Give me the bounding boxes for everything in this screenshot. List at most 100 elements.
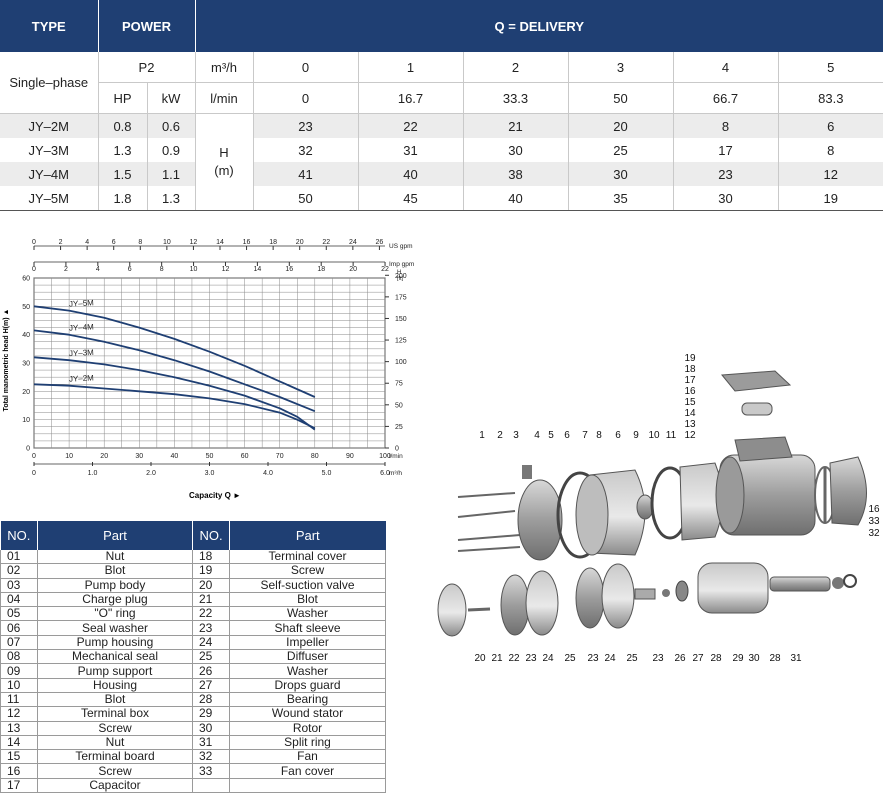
callout-label: 29 xyxy=(732,653,744,664)
bolts-group xyxy=(457,492,521,552)
part-name: Screw xyxy=(229,563,386,579)
part-name: Capacitor xyxy=(37,778,193,794)
split-ring-shape xyxy=(843,574,857,588)
head-cell: 40 xyxy=(358,162,464,186)
part-number: 30 xyxy=(192,721,230,736)
part-number: 13 xyxy=(0,721,38,736)
power-header: POWER xyxy=(98,0,196,52)
q-m3h-cell: 5 xyxy=(778,52,883,83)
part-name: Rotor xyxy=(229,721,386,736)
head-cell: 21 xyxy=(463,113,569,138)
callout-label: 6 xyxy=(615,430,621,441)
part-name: "O" ring xyxy=(37,606,193,622)
part-name: Mechanical seal xyxy=(37,649,193,665)
part-name: Wound stator xyxy=(229,706,386,722)
right-unit-label: H xyxy=(397,270,401,276)
head-cell: 22 xyxy=(358,113,464,138)
callout-label: 4 xyxy=(534,430,540,441)
head-cell: 25 xyxy=(568,138,674,162)
q-m3h-cell: 0 xyxy=(253,52,359,83)
y-tick-label: 20 xyxy=(22,389,30,396)
callout-label: 11 xyxy=(666,430,677,441)
part-number: 07 xyxy=(0,635,38,651)
part-name: Terminal cover xyxy=(229,550,386,565)
diffuser-shape xyxy=(601,563,635,629)
header-row: TYPE POWER Q = DELIVERY xyxy=(0,0,883,52)
part-number: 22 xyxy=(192,606,230,622)
callout-label: 12 xyxy=(684,430,696,441)
callout-label: 16 xyxy=(684,386,696,397)
h-unit: (m) xyxy=(214,163,234,178)
q-m3h-cell: 1 xyxy=(358,52,464,83)
fan-cover-shape xyxy=(829,456,867,526)
q-m3h-cell: 2 xyxy=(463,52,569,83)
p2-label: P2 xyxy=(98,52,196,83)
pump-body-shape xyxy=(517,479,563,561)
x-tick-label: 60 xyxy=(241,453,249,460)
callout-label: 28 xyxy=(710,653,722,664)
callout-label: 13 xyxy=(684,419,696,430)
callout-label: 23 xyxy=(652,653,664,664)
series-line xyxy=(33,356,316,431)
right-tick-label: 200 xyxy=(395,273,407,280)
callout-label: 3 xyxy=(513,430,519,441)
part-name: Pump housing xyxy=(37,635,193,651)
part-name: Bearing xyxy=(229,692,386,708)
parts-row: 16 Screw 33 Fan cover xyxy=(0,763,386,779)
head-cell: 20 xyxy=(568,113,674,138)
part-number: 28 xyxy=(192,692,230,708)
part-number: 11 xyxy=(0,692,38,708)
right-unit-label: [ft] xyxy=(397,276,404,282)
part-name: Fan cover xyxy=(229,763,386,779)
part-number: 21 xyxy=(192,592,230,608)
parts-header-row: NO. Part NO. Part xyxy=(0,521,386,550)
x-axis-label: Capacity Q ► xyxy=(189,491,241,500)
right-tick-label: 125 xyxy=(395,338,407,345)
no-header: NO. xyxy=(0,521,38,550)
part-name: Charge plug xyxy=(37,592,193,608)
impeller-shape xyxy=(500,574,530,636)
parts-row: 11 Blot 28 Bearing xyxy=(0,692,386,708)
callout-label: 19 xyxy=(684,353,696,364)
series-line xyxy=(33,383,316,430)
model-hp: 1.5 xyxy=(98,162,148,186)
bearing-shape xyxy=(832,577,844,589)
top-tick-label: 12 xyxy=(190,239,198,246)
callout-label: 17 xyxy=(684,375,696,386)
top-tick-label: 10 xyxy=(163,239,171,246)
parts-table: NO. Part NO. Part 01 Nut 18 Terminal cover 0… xyxy=(0,521,386,794)
model-name: JY–2M xyxy=(0,113,99,138)
callout-label: 20 xyxy=(474,653,486,664)
head-cell: 35 xyxy=(568,186,674,211)
part-name: Fan xyxy=(229,749,386,765)
part-name xyxy=(229,778,386,794)
series-line xyxy=(33,305,316,398)
head-cell: 50 xyxy=(253,186,359,211)
mechanical-seal-shape xyxy=(636,494,654,520)
part-name: Blot xyxy=(37,563,193,579)
top-tick-label: 16 xyxy=(285,266,293,273)
q-m3h-cell: 4 xyxy=(673,52,779,83)
series-label: JY–5M xyxy=(69,298,95,308)
model-name: JY–5M xyxy=(0,186,99,211)
head-cell: 30 xyxy=(673,186,779,211)
part-number: 05 xyxy=(0,606,38,622)
flow-m3h-row: Single–phase P2 m³/h 0 1 2 3 4 5 xyxy=(0,52,883,114)
charge-plug-shape xyxy=(522,465,532,479)
part-number: 26 xyxy=(192,663,230,679)
hp-label: HP xyxy=(98,82,148,114)
callout-label: 5 xyxy=(548,430,554,441)
x-tick-label: 70 xyxy=(276,453,284,460)
part-header: Part xyxy=(37,521,193,550)
callout-label: 22 xyxy=(508,653,520,664)
parts-row: 17 Capacitor xyxy=(0,778,386,794)
callout-label: 26 xyxy=(674,653,686,664)
top-tick-label: 22 xyxy=(322,239,330,246)
callout-label: 15 xyxy=(684,397,696,408)
chart-grid xyxy=(33,277,386,449)
callout-label: 6 xyxy=(564,430,570,441)
x-tick-label: 100 xyxy=(379,453,391,460)
model-kw: 0.6 xyxy=(147,113,196,138)
x-tick-label: 20 xyxy=(100,453,108,460)
